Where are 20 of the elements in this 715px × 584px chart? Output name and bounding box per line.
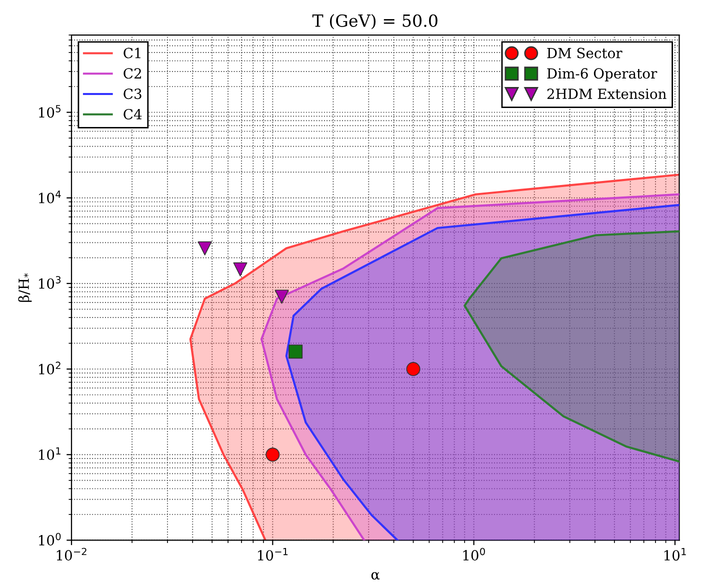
- y-tick-label: 10$^{3}$: [39, 276, 61, 289]
- legend-label: C1: [124, 48, 140, 58]
- chart-title: T (GeV) = 50.0: [312, 14, 438, 30]
- legend-label: Dim-6 Operator: [547, 68, 658, 82]
- y-tick-label: 10$^{0}$: [39, 532, 61, 546]
- legend-label: 2HDM Extension: [547, 88, 666, 100]
- y-tick-label: 10$^{5}$: [39, 105, 60, 118]
- x-tick-label: 10$^{1}$: [664, 548, 686, 561]
- y-axis-title: β/H$_{*}$: [18, 273, 32, 302]
- x-tick-label: 10$^{0}$: [463, 548, 485, 561]
- legend-label: C4: [124, 108, 142, 120]
- x-tick-label: 10$^{−1}$: [258, 548, 288, 561]
- x-tick-label: 10$^{−2}$: [56, 548, 86, 561]
- y-tick-label: 10$^{1}$: [39, 447, 60, 460]
- legend-label: DM Sector: [547, 48, 622, 58]
- y-tick-label: 10$^{4}$: [39, 190, 61, 204]
- legend-label: C2: [124, 68, 141, 79]
- legend-label: C3: [124, 88, 142, 100]
- y-tick-label: 10$^{2}$: [39, 362, 60, 374]
- x-axis-title: α: [371, 572, 380, 580]
